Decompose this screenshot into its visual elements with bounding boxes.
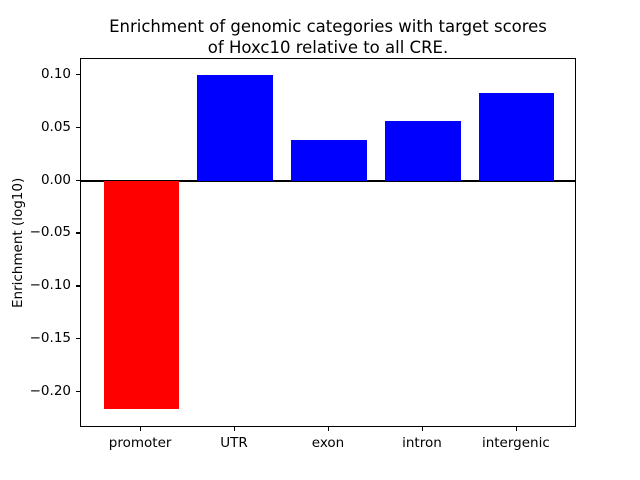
y-tick-mark [76,73,80,76]
bar-intron [385,121,461,181]
x-tick-label-exon: exon [311,435,345,451]
y-tick-label: −0.10 [29,277,71,294]
x-tick-mark [515,427,518,431]
chart-title: Enrichment of genomic categories with ta… [109,17,547,57]
y-tick-mark [76,179,80,181]
x-tick-label-intergenic: intergenic [481,435,550,451]
y-tick-label: 0.10 [40,65,71,82]
bar-intergenic [479,92,555,181]
y-axis-label: Enrichment (log10) [10,177,26,308]
x-tick-label-UTR: UTR [220,435,248,451]
x-tick-mark [328,427,330,431]
y-tick-mark [76,391,80,393]
y-tick-label: −0.20 [29,383,71,400]
bar-UTR [197,74,273,181]
y-tick-label: 0.00 [40,171,71,188]
x-tick-label-promoter: promoter [108,435,172,451]
y-tick-mark [76,232,80,234]
y-tick-mark [76,338,80,340]
plot-area [80,58,576,427]
bar-exon [291,140,367,181]
zero-line [81,179,575,182]
x-tick-mark [234,427,236,431]
y-tick-label: −0.15 [29,330,71,347]
x-tick-label-intron: intron [402,435,442,451]
y-tick-label: 0.05 [40,118,71,135]
x-tick-mark [421,427,424,431]
y-tick-label: −0.05 [29,224,71,241]
y-tick-mark [76,126,80,129]
y-tick-mark [76,285,80,287]
bar-promoter [103,180,179,409]
x-tick-mark [140,427,142,431]
